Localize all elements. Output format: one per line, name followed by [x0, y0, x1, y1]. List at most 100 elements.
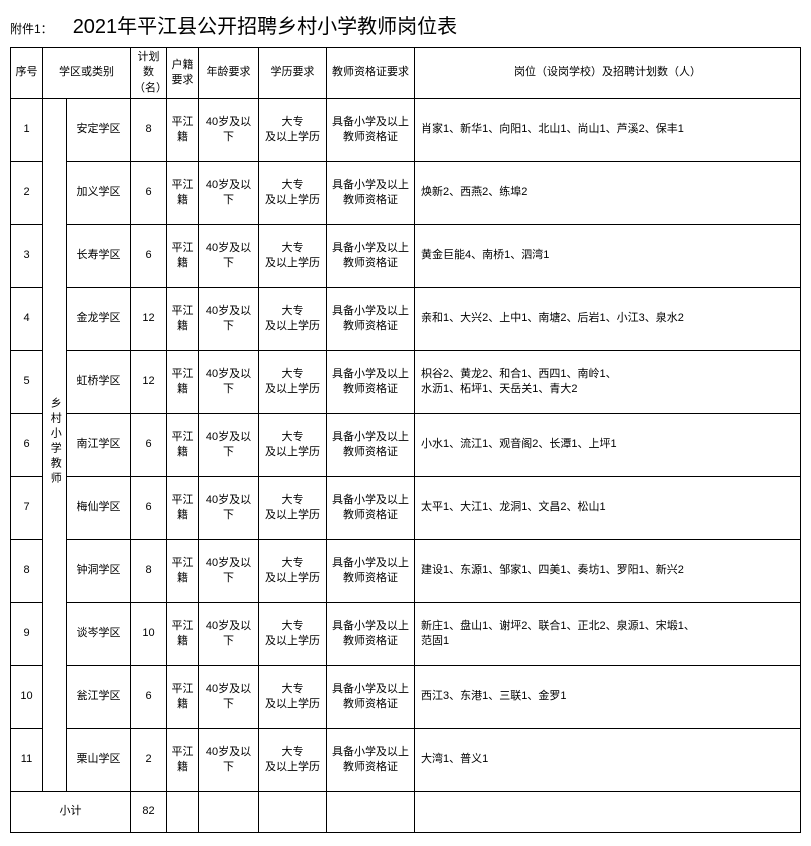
cell-edu: 大专及以上学历: [259, 477, 327, 540]
cell-edu: 大专及以上学历: [259, 162, 327, 225]
table-row: 11栗山学区2平江籍40岁及以下大专及以上学历具备小学及以上教师资格证大湾1、普…: [11, 729, 801, 792]
cell-qual: 具备小学及以上教师资格证: [327, 288, 415, 351]
cell-plan: 8: [131, 99, 167, 162]
cell-positions: 枳谷2、黄龙2、和合1、西四1、南岭1、水沥1、柘坪1、天岳关1、青大2: [415, 351, 801, 414]
cell-age: 40岁及以下: [199, 162, 259, 225]
table-row: 2加义学区6平江籍40岁及以下大专及以上学历具备小学及以上教师资格证焕新2、西燕…: [11, 162, 801, 225]
cell-district: 谈岑学区: [67, 603, 131, 666]
cell-edu: 大专及以上学历: [259, 666, 327, 729]
cell-age: 40岁及以下: [199, 603, 259, 666]
cell-hukou: 平江籍: [167, 351, 199, 414]
cell-hukou: 平江籍: [167, 162, 199, 225]
cell-district: 梅仙学区: [67, 477, 131, 540]
cell-age: 40岁及以下: [199, 288, 259, 351]
th-idx: 序号: [11, 48, 43, 99]
subtotal-empty: [415, 792, 801, 833]
cell-positions: 肖家1、新华1、向阳1、北山1、尚山1、芦溪2、保丰1: [415, 99, 801, 162]
cell-hukou: 平江籍: [167, 540, 199, 603]
cell-plan: 12: [131, 288, 167, 351]
table-row: 5虹桥学区12平江籍40岁及以下大专及以上学历具备小学及以上教师资格证枳谷2、黄…: [11, 351, 801, 414]
subtotal-row: 小计82: [11, 792, 801, 833]
cell-age: 40岁及以下: [199, 477, 259, 540]
cell-plan: 2: [131, 729, 167, 792]
positions-table: 序号 学区或类别 计划数（名） 户籍要求 年龄要求 学历要求 教师资格证要求 岗…: [10, 47, 801, 833]
cell-plan: 6: [131, 477, 167, 540]
cell-idx: 10: [11, 666, 43, 729]
table-row: 6南江学区6平江籍40岁及以下大专及以上学历具备小学及以上教师资格证小水1、流江…: [11, 414, 801, 477]
cell-district: 钟洞学区: [67, 540, 131, 603]
cell-positions: 亲和1、大兴2、上中1、南塘2、后岩1、小江3、泉水2: [415, 288, 801, 351]
table-row: 1乡村小学教师安定学区8平江籍40岁及以下大专及以上学历具备小学及以上教师资格证…: [11, 99, 801, 162]
cell-positions: 大湾1、普义1: [415, 729, 801, 792]
subtotal-plan: 82: [131, 792, 167, 833]
cell-positions: 小水1、流江1、观音阁2、长潭1、上坪1: [415, 414, 801, 477]
subtotal-empty: [167, 792, 199, 833]
cell-idx: 4: [11, 288, 43, 351]
cell-category: 乡村小学教师: [43, 99, 67, 792]
cell-idx: 3: [11, 225, 43, 288]
cell-plan: 6: [131, 666, 167, 729]
cell-district: 虹桥学区: [67, 351, 131, 414]
cell-edu: 大专及以上学历: [259, 540, 327, 603]
cell-qual: 具备小学及以上教师资格证: [327, 414, 415, 477]
table-row: 8钟洞学区8平江籍40岁及以下大专及以上学历具备小学及以上教师资格证建设1、东源…: [11, 540, 801, 603]
table-body: 1乡村小学教师安定学区8平江籍40岁及以下大专及以上学历具备小学及以上教师资格证…: [11, 99, 801, 833]
cell-qual: 具备小学及以上教师资格证: [327, 603, 415, 666]
cell-qual: 具备小学及以上教师资格证: [327, 162, 415, 225]
th-qual: 教师资格证要求: [327, 48, 415, 99]
cell-idx: 6: [11, 414, 43, 477]
cell-plan: 6: [131, 225, 167, 288]
cell-edu: 大专及以上学历: [259, 99, 327, 162]
cell-age: 40岁及以下: [199, 99, 259, 162]
cell-idx: 1: [11, 99, 43, 162]
cell-hukou: 平江籍: [167, 477, 199, 540]
cell-age: 40岁及以下: [199, 351, 259, 414]
cell-age: 40岁及以下: [199, 414, 259, 477]
cell-qual: 具备小学及以上教师资格证: [327, 540, 415, 603]
cell-hukou: 平江籍: [167, 666, 199, 729]
cell-age: 40岁及以下: [199, 225, 259, 288]
cell-qual: 具备小学及以上教师资格证: [327, 225, 415, 288]
cell-qual: 具备小学及以上教师资格证: [327, 729, 415, 792]
cell-edu: 大专及以上学历: [259, 729, 327, 792]
table-head: 序号 学区或类别 计划数（名） 户籍要求 年龄要求 学历要求 教师资格证要求 岗…: [11, 48, 801, 99]
cell-edu: 大专及以上学历: [259, 603, 327, 666]
subtotal-label: 小计: [11, 792, 131, 833]
cell-edu: 大专及以上学历: [259, 225, 327, 288]
th-edu: 学历要求: [259, 48, 327, 99]
attachment-label: 附件1：: [10, 20, 53, 37]
table-row: 3长寿学区6平江籍40岁及以下大专及以上学历具备小学及以上教师资格证黄金巨能4、…: [11, 225, 801, 288]
cell-hukou: 平江籍: [167, 288, 199, 351]
cell-district: 加义学区: [67, 162, 131, 225]
cell-district: 南江学区: [67, 414, 131, 477]
cell-idx: 2: [11, 162, 43, 225]
subtotal-empty: [259, 792, 327, 833]
cell-positions: 建设1、东源1、邹家1、四美1、奏坊1、罗阳1、新兴2: [415, 540, 801, 603]
table-row: 7梅仙学区6平江籍40岁及以下大专及以上学历具备小学及以上教师资格证太平1、大江…: [11, 477, 801, 540]
cell-plan: 10: [131, 603, 167, 666]
cell-idx: 5: [11, 351, 43, 414]
cell-age: 40岁及以下: [199, 666, 259, 729]
cell-plan: 6: [131, 162, 167, 225]
cell-positions: 西江3、东港1、三联1、金罗1: [415, 666, 801, 729]
cell-district: 金龙学区: [67, 288, 131, 351]
cell-district: 栗山学区: [67, 729, 131, 792]
cell-idx: 8: [11, 540, 43, 603]
cell-idx: 11: [11, 729, 43, 792]
cell-district: 安定学区: [67, 99, 131, 162]
table-row: 4金龙学区12平江籍40岁及以下大专及以上学历具备小学及以上教师资格证亲和1、大…: [11, 288, 801, 351]
cell-qual: 具备小学及以上教师资格证: [327, 666, 415, 729]
header: 附件1： 2021年平江县公开招聘乡村小学教师岗位表: [10, 10, 801, 39]
cell-positions: 黄金巨能4、南桥1、泗湾1: [415, 225, 801, 288]
th-plan: 计划数（名）: [131, 48, 167, 99]
page-title: 2021年平江县公开招聘乡村小学教师岗位表: [73, 10, 458, 39]
th-category: 学区或类别: [43, 48, 131, 99]
cell-edu: 大专及以上学历: [259, 351, 327, 414]
cell-edu: 大专及以上学历: [259, 414, 327, 477]
subtotal-empty: [199, 792, 259, 833]
cell-hukou: 平江籍: [167, 414, 199, 477]
th-positions: 岗位（设岗学校）及招聘计划数（人）: [415, 48, 801, 99]
th-age: 年龄要求: [199, 48, 259, 99]
cell-plan: 12: [131, 351, 167, 414]
cell-district: 瓮江学区: [67, 666, 131, 729]
